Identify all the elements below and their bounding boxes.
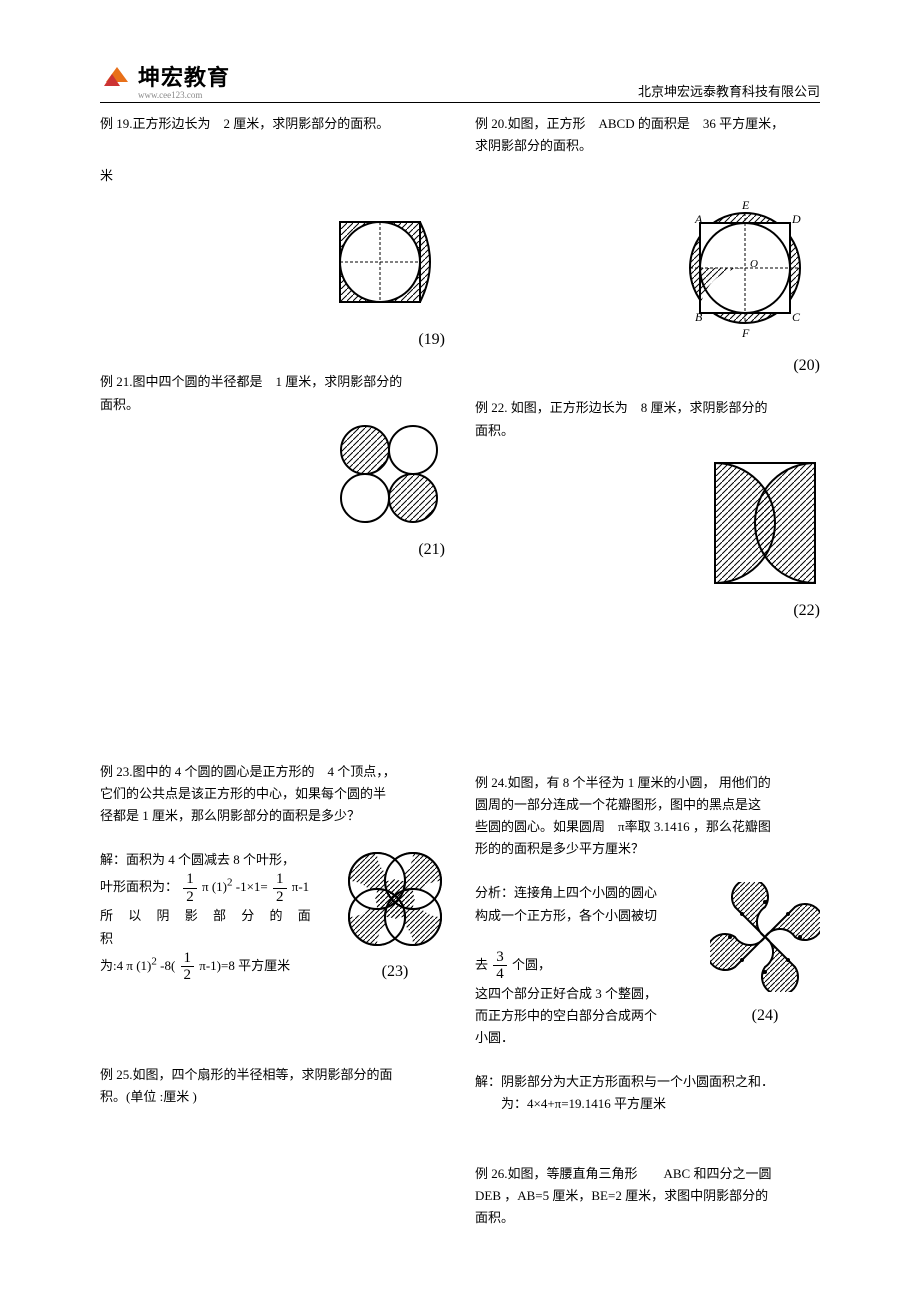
figure-22 [710,458,820,588]
company-name: 北京坤宏远泰教育科技有限公司 [638,81,820,100]
problem-20-text: 例 20.如图，正方形 ABCD 的面积是 36 平方厘米， 求阴影部分的面积。 [475,113,820,157]
logo-icon [100,64,134,96]
problem-26: 例 26.如图，等腰直角三角形 ABC 和四分之一圆 DEB ，AB=5 厘米，… [475,1163,820,1229]
logo: 坤宏教育 www.cee123.com [100,60,230,100]
problem-25-text: 例 25.如图，四个扇形的半径相等，求阴影部分的面 积。(单位 :厘米 ) [100,1064,445,1108]
problem-23-text: 例 23.图中的 4 个圆的圆心是正方形的 4 个顶点，， 它们的公共点是该正方… [100,761,445,827]
problem-22: 例 22. 如图，正方形边长为 8 厘米，求阴影部分的 面积。 [475,397,820,623]
problem-21-text: 例 21.图中四个圆的半径都是 1 厘米，求阴影部分的 面积。 [100,371,445,415]
problem-19-text: 例 19.正方形边长为 2 厘米，求阴影部分的面积。 [100,113,445,135]
svg-text:F: F [741,326,750,340]
figure-22-caption: (22) [475,597,820,624]
problem-26-text: 例 26.如图，等腰直角三角形 ABC 和四分之一圆 DEB ，AB=5 厘米，… [475,1163,820,1229]
page-header: 坤宏教育 www.cee123.com 北京坤宏远泰教育科技有限公司 [100,60,820,103]
problem-24: 例 24.如图，有 8 个半径为 1 厘米的小圆， 用他们的 圆周的一部分连成一… [475,772,820,1115]
logo-cn: 坤宏教育 [138,60,230,92]
figure-19-caption: (19) [100,326,445,353]
problem-20: 例 20.如图，正方形 ABCD 的面积是 36 平方厘米， 求阴影部分的面积。 [475,113,820,379]
svg-text:D: D [791,212,801,226]
figure-20: A D B C E F O [670,193,820,343]
figure-23 [345,849,445,949]
figure-24-caption: (24) [710,1002,820,1029]
problem-23: 例 23.图中的 4 个圆的圆心是正方形的 4 个顶点，， 它们的公共点是该正方… [100,761,445,986]
problem-24-solution: 解：阴影部分为大正方形面积与一个小圆面积之和． 为：4×4+π=19.1416 … [475,1071,820,1115]
figure-23-wrap: (23) [345,849,445,985]
svg-text:A: A [694,212,703,226]
problem-21: 例 21.图中四个圆的半径都是 1 厘米，求阴影部分的 面积。 [100,371,445,562]
stray-char: 米 [100,165,445,187]
figure-23-caption: (23) [345,958,445,985]
svg-text:B: B [695,310,703,324]
figure-24 [710,882,820,992]
svg-text:E: E [741,198,750,212]
problem-22-text: 例 22. 如图，正方形边长为 8 厘米，求阴影部分的 面积。 [475,397,820,441]
svg-text:C: C [792,310,801,324]
problem-19: 例 19.正方形边长为 2 厘米，求阴影部分的面积。 米 [100,113,445,353]
figure-21 [335,422,445,527]
figure-19 [335,217,445,317]
problem-24-text: 例 24.如图，有 8 个半径为 1 厘米的小圆， 用他们的 圆周的一部分连成一… [475,772,820,860]
figure-21-caption: (21) [100,536,445,563]
figure-24-wrap: (24) [710,882,820,1028]
problem-25: 例 25.如图，四个扇形的半径相等，求阴影部分的面 积。(单位 :厘米 ) [100,1064,445,1108]
svg-text:O: O [750,258,758,270]
figure-20-caption: (20) [475,352,820,379]
logo-text: 坤宏教育 www.cee123.com [138,60,230,100]
